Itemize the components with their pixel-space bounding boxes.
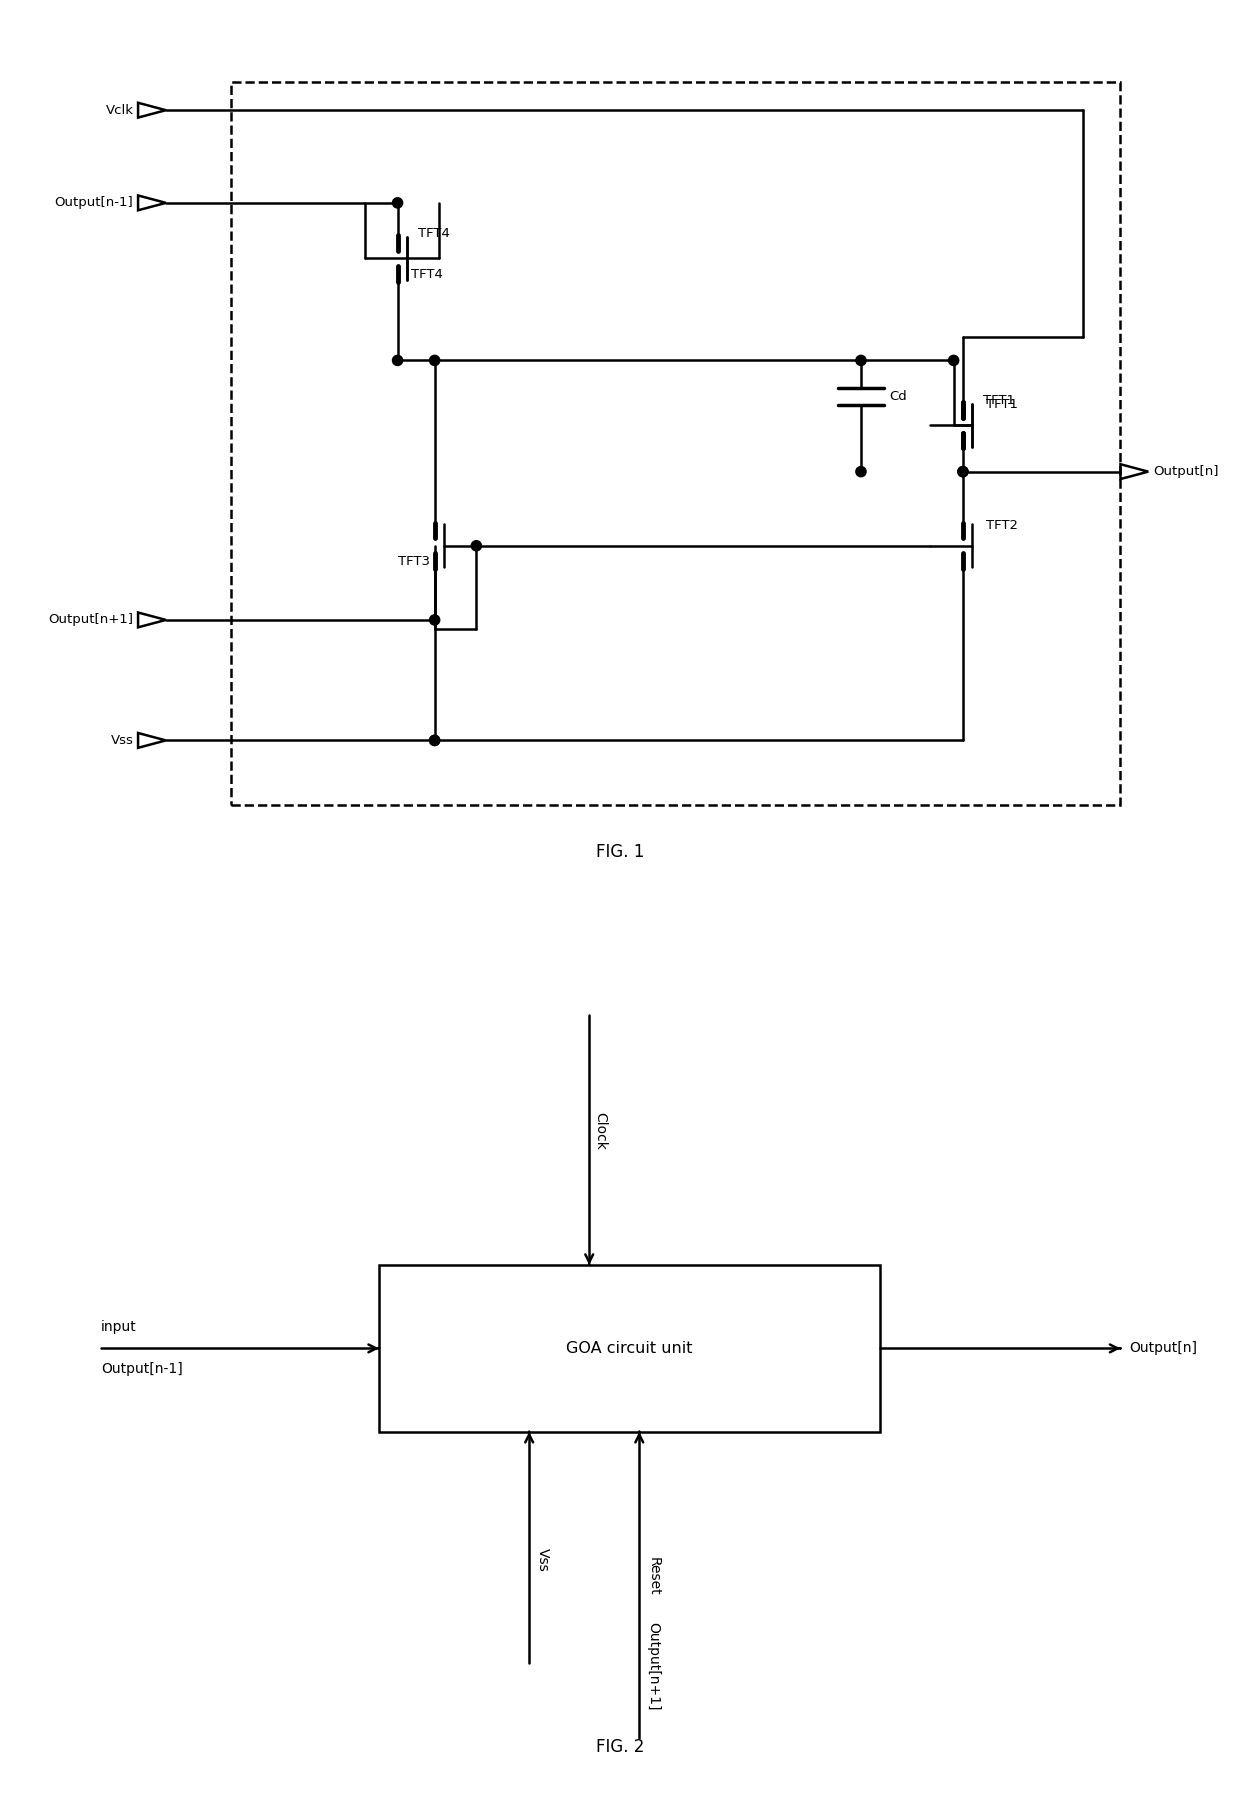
Text: TFT4: TFT4 [418, 227, 450, 240]
Text: TFT1: TFT1 [983, 395, 1016, 407]
Bar [231, 83, 1121, 805]
Text: FIG. 2: FIG. 2 [595, 1739, 645, 1757]
Circle shape [393, 198, 403, 207]
Text: GOA circuit unit: GOA circuit unit [565, 1341, 692, 1355]
Text: Output[n+1]: Output[n+1] [48, 613, 134, 627]
Text: Cd: Cd [889, 389, 906, 404]
Text: TFT2: TFT2 [986, 519, 1018, 532]
Text: Output[n-1]: Output[n-1] [55, 196, 134, 209]
Circle shape [429, 735, 440, 746]
Text: TFT3: TFT3 [398, 555, 430, 568]
Text: Output[n]: Output[n] [1130, 1341, 1198, 1355]
Circle shape [429, 614, 440, 625]
Bar [379, 1265, 879, 1433]
Text: Output[n+1]: Output[n+1] [646, 1622, 660, 1710]
Circle shape [393, 355, 403, 366]
Text: Vss: Vss [536, 1548, 551, 1571]
Text: FIG. 1: FIG. 1 [595, 843, 645, 861]
Text: Vss: Vss [110, 733, 134, 746]
Text: Output[n]: Output[n] [1153, 465, 1219, 478]
Text: Vclk: Vclk [105, 105, 134, 117]
Text: Reset: Reset [646, 1557, 660, 1595]
Circle shape [957, 467, 968, 478]
Text: input: input [100, 1321, 136, 1335]
Text: TFT4: TFT4 [412, 268, 444, 281]
Circle shape [429, 355, 440, 366]
Circle shape [856, 355, 866, 366]
Circle shape [429, 735, 440, 746]
Circle shape [856, 467, 866, 478]
Text: Clock: Clock [594, 1112, 608, 1150]
Text: TFT1: TFT1 [986, 398, 1018, 411]
Circle shape [471, 541, 481, 551]
Text: Output[n-1]: Output[n-1] [100, 1362, 182, 1377]
Circle shape [949, 355, 959, 366]
Circle shape [957, 467, 968, 478]
